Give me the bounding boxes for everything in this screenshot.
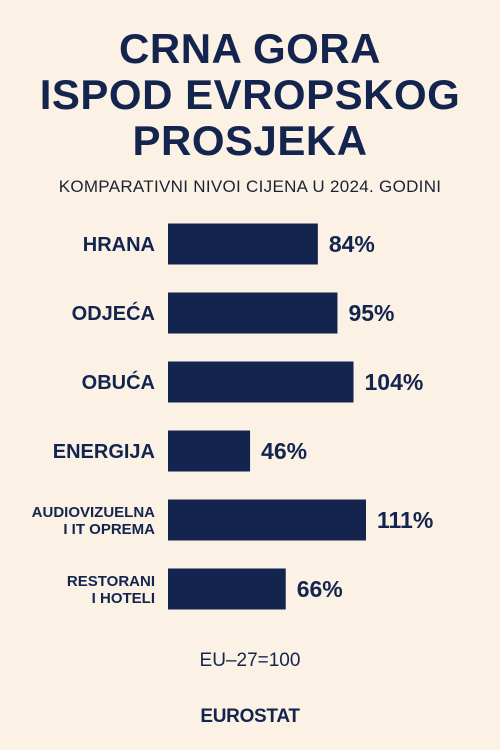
category-label-line: OBUĆA	[82, 370, 155, 394]
category-label-line: HRANA	[83, 234, 155, 256]
category-label-3: ENERGIJA	[53, 441, 155, 463]
bar-3	[168, 430, 251, 472]
category-label-line: AUDIOVIZUELNA	[32, 504, 156, 521]
category-label-line: I IT OPREMA	[63, 521, 155, 538]
category-label-0: HRANA	[83, 234, 155, 256]
chart-title: CRNA GORA ISPOD EVROPSKOG PROSJEKA	[0, 26, 500, 164]
category-label-line: I HOTELI	[92, 590, 155, 607]
category-label-line: ODJEĆA	[72, 301, 155, 325]
category-label-2: OBUĆA	[82, 370, 155, 394]
bar-4	[168, 499, 366, 541]
title-line-2: ISPOD EVROPSKOG	[39, 71, 461, 118]
value-label-0: 84%	[329, 231, 375, 257]
baseline-footnote: EU–27=100	[199, 650, 301, 671]
bar-0	[168, 223, 318, 265]
value-label-4: 111%	[377, 507, 433, 533]
value-label-3: 46%	[261, 438, 307, 464]
value-label-5: 66%	[297, 576, 343, 602]
bar-5	[168, 568, 286, 610]
bar-chart: HRANA 84% ODJEĆA 95% OBUĆA 104% ENERGIJA 46% AUD…	[32, 223, 433, 610]
value-label-2: 104%	[365, 369, 424, 395]
bar-1	[168, 292, 338, 334]
chart-subtitle: KOMPARATIVNI NIVOI CIJENA U 2024. GODINI	[58, 177, 442, 196]
title-line-1: CRNA GORA	[119, 25, 381, 72]
category-label-line: ENERGIJA	[53, 441, 155, 463]
title-line-3: PROSJEKA	[132, 117, 368, 164]
category-label-4: AUDIOVIZUELNA I IT OPREMA	[32, 504, 156, 538]
category-label-1: ODJEĆA	[72, 301, 155, 325]
category-label-5: RESTORANI I HOTELI	[67, 573, 155, 607]
bar-2	[168, 361, 354, 403]
category-label-line: RESTORANI	[67, 573, 155, 590]
value-label-1: 95%	[348, 300, 394, 326]
source-label: EUROSTAT	[200, 706, 300, 727]
